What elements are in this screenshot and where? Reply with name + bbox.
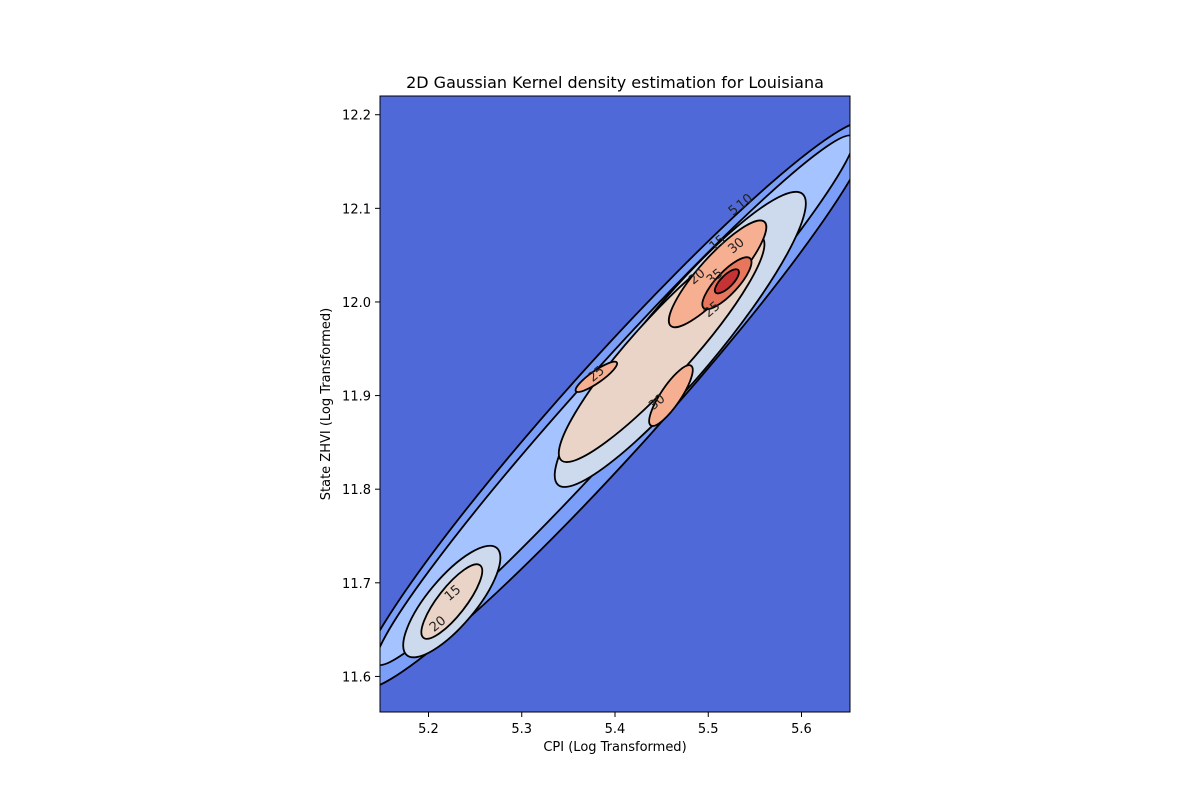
y-tick-label: 12.1 [342,202,371,217]
x-axis-label: CPI (Log Transformed) [543,740,686,755]
y-tick-label: 11.7 [342,577,371,592]
y-tick-label: 11.9 [342,390,371,405]
x-tick-label: 5.2 [418,722,439,737]
contour-fills [380,119,850,690]
x-tick-label: 5.5 [698,722,719,737]
y-tick-label: 11.6 [342,670,371,685]
contour-peak-mid-left [574,360,619,393]
y-tick-label: 12.0 [342,296,371,311]
contour-peak-top [713,268,740,295]
chart-title: 2D Gaussian Kernel density estimation fo… [406,73,824,92]
y-axis: 11.6 11.7 11.8 11.9 12.0 12.1 12.2 [342,109,380,685]
x-tick-label: 5.6 [791,722,812,737]
y-tick-label: 12.2 [342,109,371,124]
y-axis-label: State ZHVI (Log Transformed) [319,308,334,501]
contour-peak-mid [648,364,694,427]
x-tick-label: 5.3 [511,722,532,737]
x-axis: 5.2 5.3 5.4 5.5 5.6 [418,712,812,737]
y-tick-label: 11.8 [342,483,371,498]
x-tick-label: 5.4 [605,722,626,737]
contour-band-lower-level-4 [420,563,484,640]
